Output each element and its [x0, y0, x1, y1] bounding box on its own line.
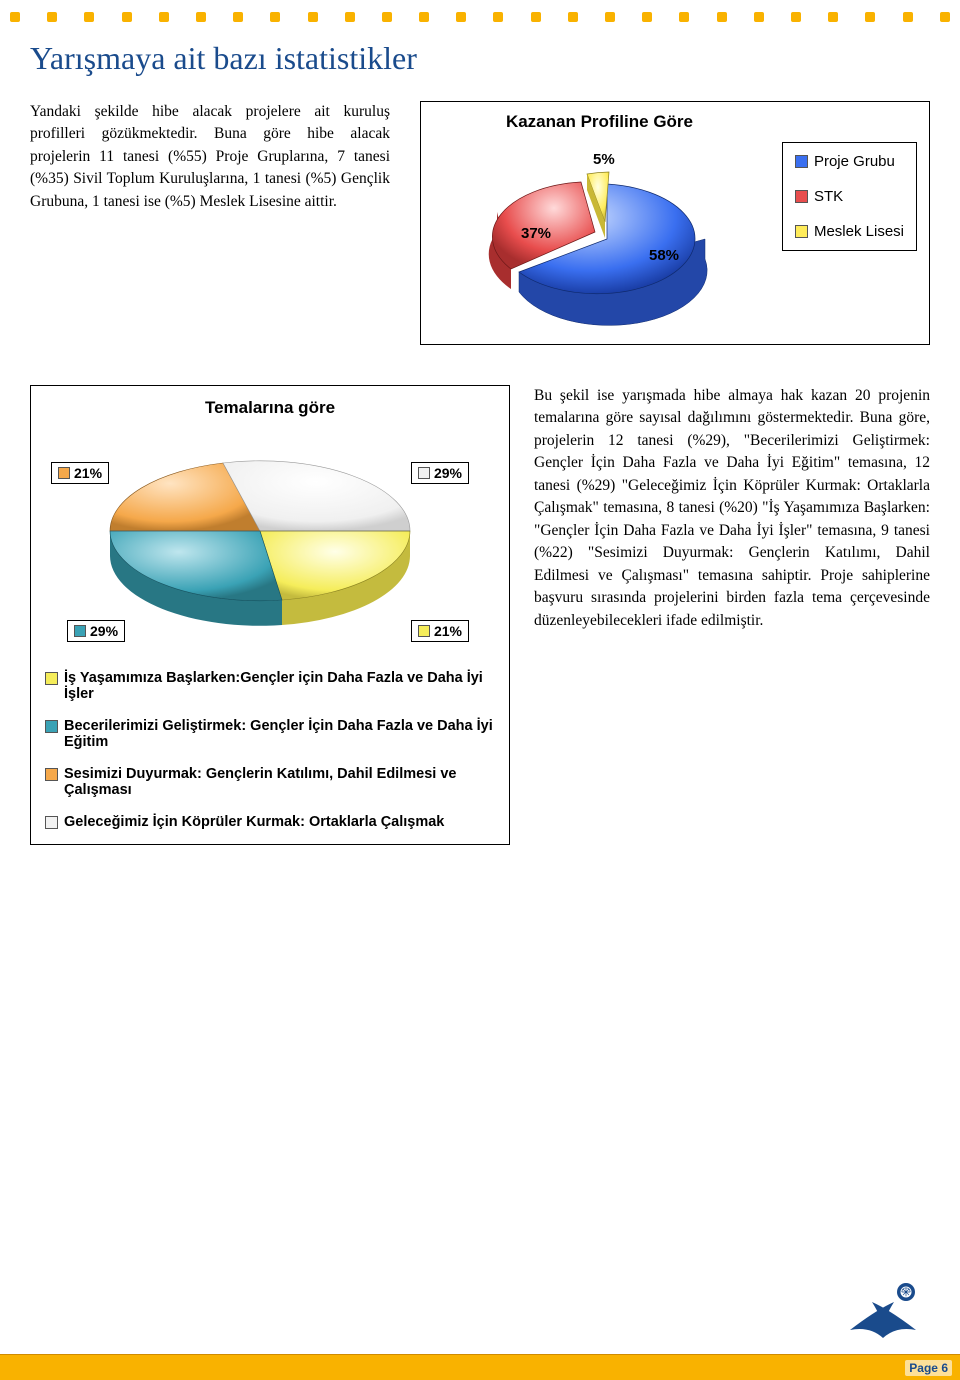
footer-bar: Page 6 [0, 1354, 960, 1380]
legend-item: STK [795, 188, 904, 205]
legend-item: Geleceğimiz İçin Köprüler Kurmak: Ortakl… [45, 814, 495, 830]
chart1-pie: 58% 37% 5% [459, 142, 739, 332]
chart2-pie: 21% 29% 21% 29% [45, 426, 475, 656]
chart2-legend: İş Yaşamımıza Başlarken:Gençler için Dah… [45, 670, 495, 830]
data-label-bl: 29% [67, 620, 125, 642]
legend-label: Geleceğimiz İçin Köprüler Kurmak: Ortakl… [64, 814, 444, 830]
legend-label: Meslek Lisesi [814, 223, 904, 240]
legend-swatch [45, 672, 58, 685]
legend-label: STK [814, 188, 843, 205]
legend-swatch [45, 720, 58, 733]
legend-swatch [45, 816, 58, 829]
svg-text:5%: 5% [593, 151, 615, 168]
data-label-tr: 29% [411, 462, 469, 484]
svg-text:58%: 58% [649, 247, 679, 264]
data-label-swatch [74, 625, 86, 637]
legend-swatch [795, 190, 808, 203]
data-label-swatch [58, 467, 70, 479]
legend-item: Becerilerimizi Geliştirmek: Gençler İçin… [45, 718, 495, 750]
data-label-br: 21% [411, 620, 469, 642]
data-label-text: 21% [434, 623, 462, 639]
legend-item: İş Yaşamımıza Başlarken:Gençler için Dah… [45, 670, 495, 702]
chart2-title: Temalarına göre [45, 398, 495, 418]
chart1-legend: Proje Grubu STK Meslek Lisesi [782, 142, 917, 251]
data-label-text: 21% [74, 465, 102, 481]
legend-item: Sesimizi Duyurmak: Gençlerin Katılımı, D… [45, 766, 495, 798]
legend-label: İş Yaşamımıza Başlarken:Gençler için Dah… [64, 670, 495, 702]
legend-swatch [795, 155, 808, 168]
chart-profile-box: Kazanan Profiline Göre [420, 101, 930, 345]
data-label-tl: 21% [51, 462, 109, 484]
legend-label: Proje Grubu [814, 153, 895, 170]
dotted-border-top [0, 12, 960, 22]
svg-text:37%: 37% [521, 225, 551, 242]
legend-swatch [45, 768, 58, 781]
intro-paragraph: Yandaki şekilde hibe alacak projelere ai… [30, 101, 390, 345]
chart-themes-box: Temalarına göre [30, 385, 510, 845]
logo-icon [846, 1280, 920, 1340]
page-title: Yarışmaya ait bazı istatistikler [30, 40, 930, 77]
data-label-swatch [418, 467, 430, 479]
legend-swatch [795, 225, 808, 238]
data-label-swatch [418, 625, 430, 637]
legend-label: Sesimizi Duyurmak: Gençlerin Katılımı, D… [64, 766, 495, 798]
data-label-text: 29% [90, 623, 118, 639]
chart1-title: Kazanan Profiline Göre [433, 112, 766, 132]
legend-item: Proje Grubu [795, 153, 904, 170]
page-number: Page 6 [905, 1360, 952, 1376]
data-label-text: 29% [434, 465, 462, 481]
legend-item: Meslek Lisesi [795, 223, 904, 240]
legend-label: Becerilerimizi Geliştirmek: Gençler İçin… [64, 718, 495, 750]
themes-paragraph: Bu şekil ise yarışmada hibe almaya hak k… [534, 385, 930, 845]
